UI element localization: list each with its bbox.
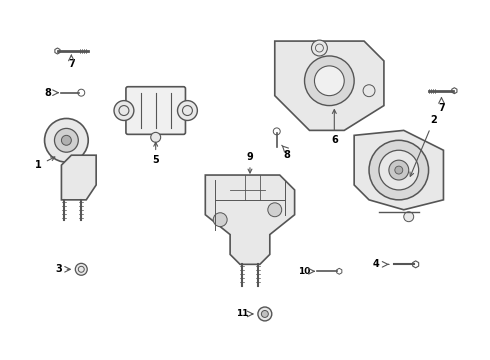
Polygon shape [205, 175, 294, 264]
Circle shape [315, 66, 344, 96]
Text: 7: 7 [68, 59, 75, 69]
Circle shape [379, 150, 418, 190]
Circle shape [363, 85, 375, 96]
Circle shape [268, 203, 282, 217]
Text: 8: 8 [283, 150, 290, 160]
Circle shape [369, 140, 429, 200]
Circle shape [151, 132, 161, 142]
Circle shape [258, 307, 272, 321]
Polygon shape [354, 130, 443, 210]
Text: 3: 3 [55, 264, 62, 274]
Circle shape [305, 56, 354, 105]
Circle shape [389, 160, 409, 180]
Text: 9: 9 [246, 152, 253, 173]
Circle shape [261, 310, 269, 318]
Circle shape [114, 100, 134, 121]
Polygon shape [413, 261, 418, 268]
Circle shape [75, 264, 87, 275]
Circle shape [177, 100, 197, 121]
Text: 1: 1 [35, 157, 55, 170]
Text: 11: 11 [236, 310, 248, 319]
Circle shape [312, 40, 327, 56]
Polygon shape [337, 268, 342, 274]
Text: 7: 7 [438, 103, 445, 113]
Circle shape [213, 213, 227, 227]
Text: 4: 4 [372, 259, 379, 269]
Polygon shape [452, 88, 457, 94]
Text: 5: 5 [152, 142, 159, 165]
Circle shape [404, 212, 414, 222]
Circle shape [273, 128, 280, 135]
Polygon shape [55, 48, 60, 54]
Circle shape [45, 118, 88, 162]
Text: 6: 6 [331, 109, 338, 145]
Text: 10: 10 [298, 267, 311, 276]
Text: 8: 8 [44, 88, 51, 98]
Polygon shape [61, 155, 96, 200]
FancyBboxPatch shape [126, 87, 185, 134]
Circle shape [54, 129, 78, 152]
Text: 2: 2 [410, 116, 437, 176]
Circle shape [78, 89, 85, 96]
Polygon shape [275, 41, 384, 130]
Circle shape [61, 135, 72, 145]
Circle shape [395, 166, 403, 174]
